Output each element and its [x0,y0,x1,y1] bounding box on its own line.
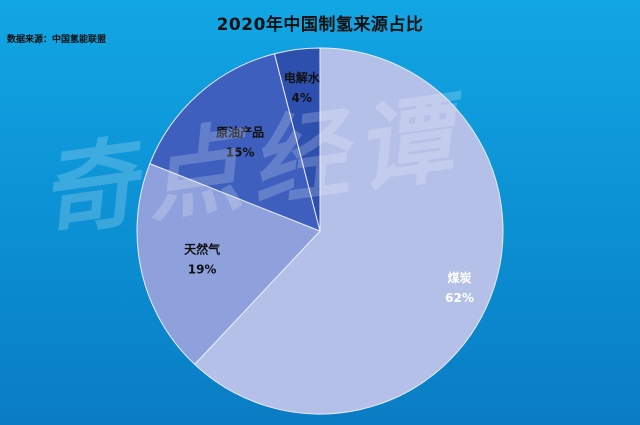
slice-name-electrolysis: 电解水 [284,70,321,85]
pie-slice-natural-gas [136,162,321,366]
slice-name-coal: 煤炭 [447,270,471,285]
pie-slice-coal [194,47,504,415]
pie-slice-oil-products [149,53,321,232]
pie-slice-electrolysis [273,47,321,232]
slice-name-natural-gas: 天然气 [184,241,220,256]
slice-name-oil-products: 原油产品 [216,124,264,139]
slice-value-coal: 62% [445,291,474,305]
data-source-note: 数据来源：中国氢能联盟 [7,35,107,45]
chart-title: 2020年中国制氢来源占比 [216,15,424,35]
slice-value-electrolysis: 4% [292,91,312,105]
slice-value-natural-gas: 19% [188,262,217,276]
slice-value-oil-products: 15% [226,145,255,159]
